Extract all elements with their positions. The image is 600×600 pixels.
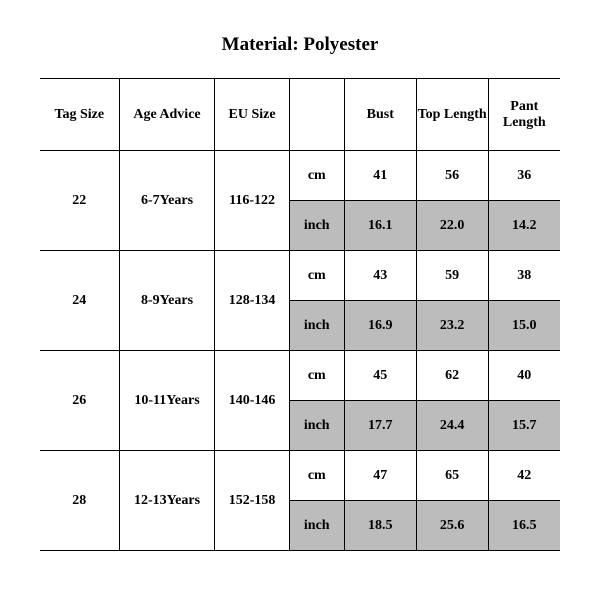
cell-bust-inch: 16.9 bbox=[344, 301, 416, 351]
table-row: 26 10-11Years 140-146 cm 45 62 40 bbox=[40, 351, 560, 401]
cell-bust-inch: 17.7 bbox=[344, 401, 416, 451]
table-row: 22 6-7Years 116-122 cm 41 56 36 bbox=[40, 151, 560, 201]
cell-eu: 140-146 bbox=[215, 351, 289, 451]
cell-pant-inch: 15.0 bbox=[488, 301, 560, 351]
cell-age: 8-9Years bbox=[119, 251, 215, 351]
table-row: 28 12-13Years 152-158 cm 47 65 42 bbox=[40, 451, 560, 501]
col-top-length: Top Length bbox=[416, 79, 488, 151]
cell-unit-cm: cm bbox=[289, 251, 344, 301]
cell-unit-inch: inch bbox=[289, 301, 344, 351]
cell-age: 6-7Years bbox=[119, 151, 215, 251]
size-table: Tag Size Age Advice EU Size Bust Top Len… bbox=[40, 78, 560, 551]
cell-pant-inch: 15.7 bbox=[488, 401, 560, 451]
col-eu-size: EU Size bbox=[215, 79, 289, 151]
cell-tag: 26 bbox=[40, 351, 119, 451]
cell-top-inch: 22.0 bbox=[416, 201, 488, 251]
cell-bust-cm: 41 bbox=[344, 151, 416, 201]
cell-tag: 28 bbox=[40, 451, 119, 551]
cell-bust-cm: 43 bbox=[344, 251, 416, 301]
cell-pant-cm: 36 bbox=[488, 151, 560, 201]
cell-pant-inch: 16.5 bbox=[488, 501, 560, 551]
cell-unit-inch: inch bbox=[289, 201, 344, 251]
cell-unit-inch: inch bbox=[289, 401, 344, 451]
cell-bust-cm: 47 bbox=[344, 451, 416, 501]
col-unit bbox=[289, 79, 344, 151]
cell-pant-cm: 42 bbox=[488, 451, 560, 501]
cell-top-inch: 23.2 bbox=[416, 301, 488, 351]
col-tag-size: Tag Size bbox=[40, 79, 119, 151]
cell-top-inch: 24.4 bbox=[416, 401, 488, 451]
col-age-advice: Age Advice bbox=[119, 79, 215, 151]
cell-top-inch: 25.6 bbox=[416, 501, 488, 551]
table-header-row: Tag Size Age Advice EU Size Bust Top Len… bbox=[40, 79, 560, 151]
cell-top-cm: 62 bbox=[416, 351, 488, 401]
cell-eu: 116-122 bbox=[215, 151, 289, 251]
cell-age: 12-13Years bbox=[119, 451, 215, 551]
cell-pant-cm: 38 bbox=[488, 251, 560, 301]
page-title: Material: Polyester bbox=[0, 0, 600, 78]
cell-top-cm: 65 bbox=[416, 451, 488, 501]
cell-top-cm: 59 bbox=[416, 251, 488, 301]
cell-tag: 24 bbox=[40, 251, 119, 351]
cell-tag: 22 bbox=[40, 151, 119, 251]
cell-eu: 128-134 bbox=[215, 251, 289, 351]
cell-unit-cm: cm bbox=[289, 351, 344, 401]
cell-pant-inch: 14.2 bbox=[488, 201, 560, 251]
cell-age: 10-11Years bbox=[119, 351, 215, 451]
cell-unit-cm: cm bbox=[289, 151, 344, 201]
cell-unit-inch: inch bbox=[289, 501, 344, 551]
cell-bust-inch: 16.1 bbox=[344, 201, 416, 251]
col-pant-length: Pant Length bbox=[488, 79, 560, 151]
cell-pant-cm: 40 bbox=[488, 351, 560, 401]
cell-bust-inch: 18.5 bbox=[344, 501, 416, 551]
cell-bust-cm: 45 bbox=[344, 351, 416, 401]
size-table-container: Tag Size Age Advice EU Size Bust Top Len… bbox=[0, 78, 600, 551]
cell-unit-cm: cm bbox=[289, 451, 344, 501]
col-bust: Bust bbox=[344, 79, 416, 151]
table-row: 24 8-9Years 128-134 cm 43 59 38 bbox=[40, 251, 560, 301]
cell-top-cm: 56 bbox=[416, 151, 488, 201]
cell-eu: 152-158 bbox=[215, 451, 289, 551]
